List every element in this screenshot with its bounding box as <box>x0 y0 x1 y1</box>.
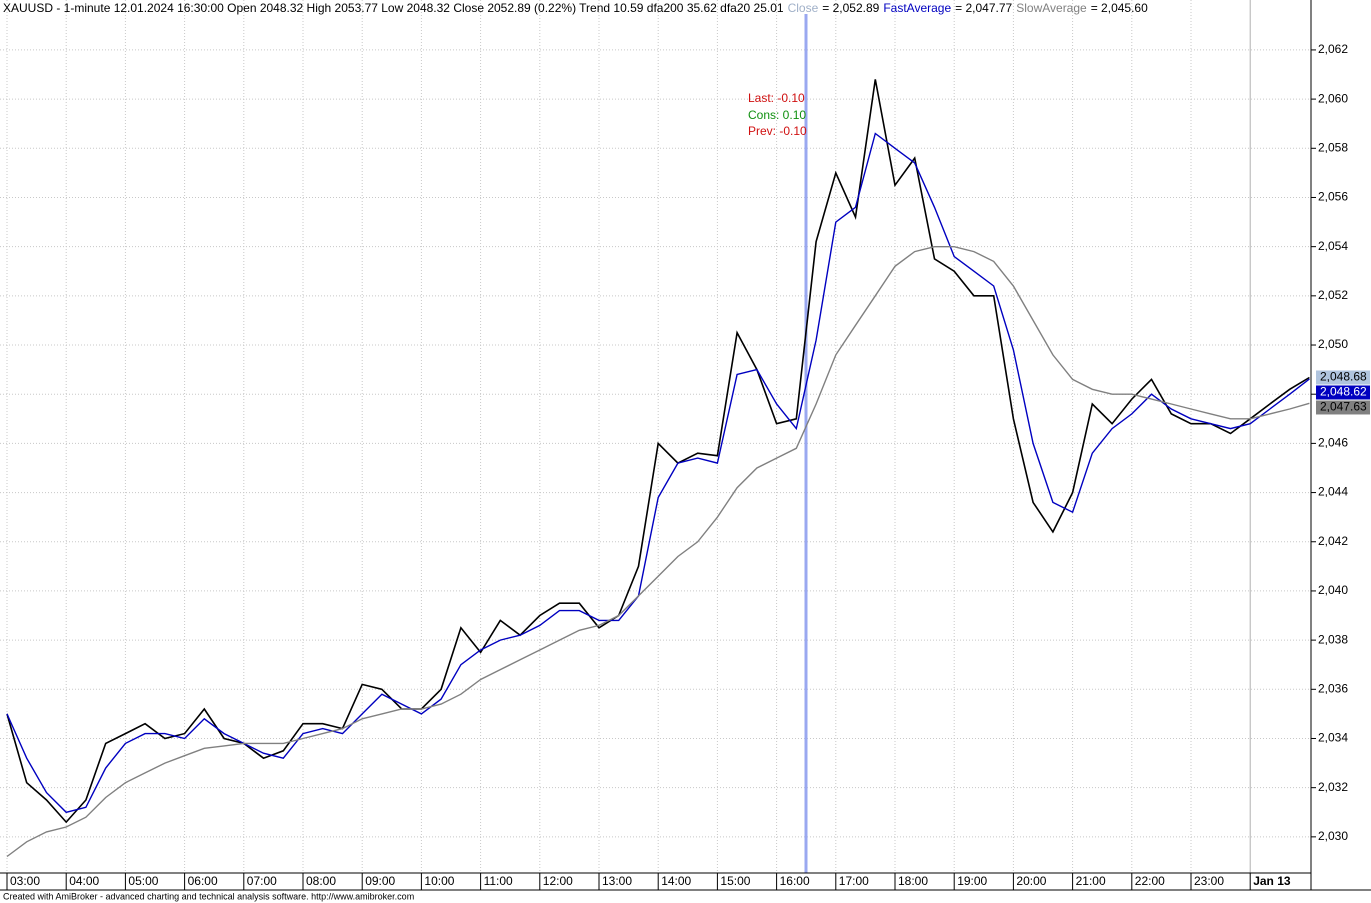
y-tick-label: 2,058 <box>1318 140 1348 154</box>
x-tick-label: 09:00 <box>365 874 395 888</box>
last-value-label: 2,048.68 <box>1320 370 1367 384</box>
x-tick-label: 13:00 <box>602 874 632 888</box>
x-tick-label: 08:00 <box>306 874 336 888</box>
y-tick-label: 2,056 <box>1318 190 1348 204</box>
x-tick-label: 14:00 <box>661 874 691 888</box>
x-tick-label: 21:00 <box>1076 874 1106 888</box>
x-tick-label: 16:00 <box>780 874 810 888</box>
x-tick-label: 18:00 <box>898 874 928 888</box>
y-tick-label: 2,042 <box>1318 534 1348 548</box>
annotation: Last: -0.10 <box>748 91 805 105</box>
last-value-label: 2,047.63 <box>1320 400 1367 414</box>
annotation: Prev: -0.10 <box>748 124 807 138</box>
legend: Close = 2,052.89 FastAverage = 2,047.77 Slow… <box>788 1 1149 15</box>
y-tick-label: 2,034 <box>1318 731 1348 745</box>
grid <box>0 0 1311 873</box>
series-line <box>6 132 1310 814</box>
x-tick-label: 17:00 <box>839 874 869 888</box>
legend-value: = 2,047.77 <box>955 1 1012 15</box>
y-tick-label: 2,060 <box>1318 91 1348 105</box>
y-tick-label: 2,032 <box>1318 780 1348 794</box>
annotation: Cons: 0.10 <box>748 108 806 122</box>
legend-name: SlowAverage <box>1016 1 1087 15</box>
x-tick-label: 06:00 <box>188 874 218 888</box>
y-tick-label: 2,054 <box>1318 239 1348 253</box>
y-tick-label: 2,062 <box>1318 42 1348 56</box>
x-tick-label: 05:00 <box>128 874 158 888</box>
y-tick-label: 2,052 <box>1318 288 1348 302</box>
x-tick-label: Jan 13 <box>1253 874 1291 888</box>
x-tick-label: 10:00 <box>424 874 454 888</box>
footer: Created with AmiBroker - advanced charti… <box>3 891 414 901</box>
y-tick-label: 2,040 <box>1318 583 1348 597</box>
y-tick-label: 2,050 <box>1318 337 1348 351</box>
y-tick-label: 2,036 <box>1318 681 1348 695</box>
x-tick-label: 04:00 <box>69 874 99 888</box>
last-value-label: 2,048.62 <box>1320 385 1367 399</box>
y-tick-label: 2,046 <box>1318 436 1348 450</box>
x-tick-label: 19:00 <box>957 874 987 888</box>
x-tick-label: 23:00 <box>1194 874 1224 888</box>
x-tick-label: 07:00 <box>247 874 277 888</box>
last-value-box <box>1316 370 1370 385</box>
legend-name: Close <box>788 1 819 15</box>
y-tick-label: 2,044 <box>1318 485 1348 499</box>
last-value-box <box>1316 385 1370 400</box>
legend-value: = 2,052.89 <box>822 1 879 15</box>
x-tick-label: 22:00 <box>1135 874 1165 888</box>
y-tick-label: 2,038 <box>1318 632 1348 646</box>
series-lines <box>6 79 1310 858</box>
x-tick-label: 12:00 <box>543 874 573 888</box>
x-tick-label: 03:00 <box>10 874 40 888</box>
last-value-box <box>1316 400 1370 415</box>
legend-name: FastAverage <box>883 1 951 15</box>
y-tick-label: 2,030 <box>1318 829 1348 843</box>
legend-value: = 2,045.60 <box>1091 1 1148 15</box>
series-line <box>6 79 1310 824</box>
chart-title: XAUUSD - 1-minute 12.01.2024 16:30:00 Op… <box>3 1 784 15</box>
series-line <box>6 245 1310 858</box>
x-tick-label: 15:00 <box>720 874 750 888</box>
x-tick-label: 11:00 <box>484 874 513 888</box>
x-tick-label: 20:00 <box>1016 874 1046 888</box>
